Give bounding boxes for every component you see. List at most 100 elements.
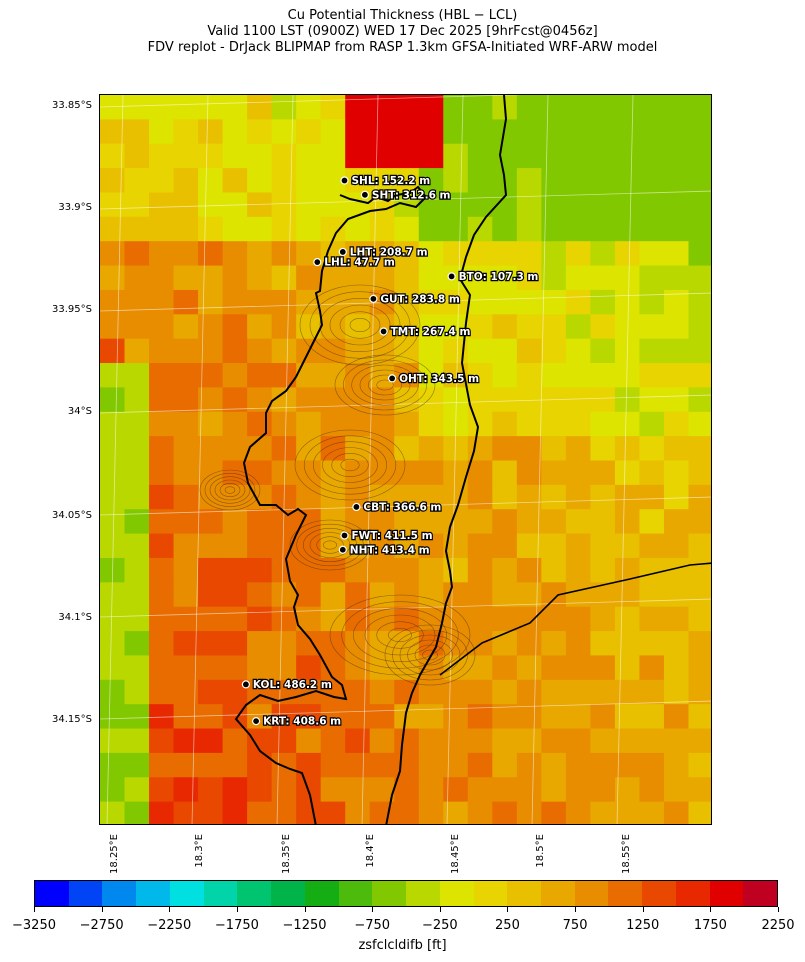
grid-cell xyxy=(394,143,420,169)
grid-cell xyxy=(173,436,199,461)
grid-cell xyxy=(296,752,322,778)
grid-cell xyxy=(149,557,175,583)
station-sht[interactable]: SHT: 312.6 m xyxy=(360,188,452,203)
grid-cell xyxy=(198,95,224,120)
grid-cell xyxy=(149,655,175,681)
grid-cell xyxy=(247,557,273,583)
grid-cell xyxy=(541,95,567,120)
grid-cell xyxy=(492,460,518,486)
contour-line xyxy=(341,601,459,669)
grid-cell xyxy=(222,314,248,340)
grid-cell xyxy=(100,95,126,120)
grid-cell xyxy=(492,436,518,461)
grid-cell xyxy=(467,95,493,120)
grid-cell xyxy=(222,728,248,754)
grid-cell xyxy=(614,411,640,437)
coastline-west xyxy=(234,185,428,824)
grid-cell xyxy=(663,582,689,608)
grid-cell xyxy=(516,484,542,510)
grid-cell xyxy=(639,168,665,193)
grid-cell xyxy=(222,606,248,632)
grid-cell xyxy=(345,363,371,388)
parallel-line xyxy=(100,394,711,414)
grid-cell xyxy=(222,752,248,778)
grid-cell xyxy=(688,168,711,193)
grid-cell xyxy=(516,314,542,340)
grid-cell xyxy=(369,728,395,754)
grid-cell xyxy=(394,728,420,754)
grid-cell xyxy=(541,241,567,267)
station-fwt[interactable]: FWT: 411.5 m xyxy=(340,529,434,543)
contour-line xyxy=(334,354,436,416)
grid-cell xyxy=(198,314,224,340)
grid-cell xyxy=(100,436,126,461)
grid-cell xyxy=(124,143,150,169)
grid-cell xyxy=(663,387,689,413)
grid-cell xyxy=(590,484,616,510)
station-cbt[interactable]: CBT: 366.6 m xyxy=(352,500,443,515)
grid-cell xyxy=(222,241,248,267)
contour-line xyxy=(343,359,428,411)
grid-cell xyxy=(247,777,273,803)
grid-cell xyxy=(516,582,542,608)
station-nht[interactable]: NHT: 413.4 m xyxy=(338,543,431,557)
grid-cell xyxy=(320,509,346,535)
grid-cell xyxy=(394,606,420,632)
grid-cell xyxy=(149,411,175,437)
grid-cell xyxy=(663,679,689,705)
grid-cell xyxy=(173,119,199,145)
grid-cell xyxy=(492,484,518,510)
station-oht[interactable]: OHT: 343.5 m xyxy=(388,372,480,386)
grid-cell xyxy=(516,95,542,120)
grid-cell xyxy=(614,606,640,632)
station-lhl[interactable]: LHL: 47.7 m xyxy=(313,255,396,270)
station-label: CBT: 366.6 m xyxy=(363,501,441,513)
grid-cell xyxy=(222,363,248,388)
grid-cell xyxy=(663,460,689,486)
grid-cell xyxy=(124,436,150,461)
grid-cell xyxy=(149,728,175,754)
grid-cell xyxy=(345,801,371,824)
grid-cell xyxy=(516,704,542,730)
grid-cell xyxy=(271,265,297,291)
station-lht[interactable]: LHT: 208.7 m xyxy=(338,245,429,260)
grid-cell xyxy=(394,363,420,388)
station-bto[interactable]: BTO: 107.3 m xyxy=(447,270,540,284)
grid-cell xyxy=(688,192,711,218)
grid-cell xyxy=(467,777,493,803)
grid-cell xyxy=(198,509,224,535)
grid-cell xyxy=(222,484,248,510)
colorbar-swatch xyxy=(709,881,744,906)
grid-cell xyxy=(516,801,542,824)
grid-cell xyxy=(639,363,665,388)
station-kol[interactable]: KOL: 486.2 m xyxy=(241,678,333,692)
grid-cell xyxy=(198,241,224,267)
grid-cell xyxy=(320,314,346,340)
grid-cell xyxy=(198,411,224,437)
station-tmt[interactable]: TMT: 267.4 m xyxy=(379,325,472,339)
grid-cell xyxy=(639,241,665,267)
grid-cell xyxy=(296,95,322,120)
grid-cell xyxy=(100,216,126,242)
grid-cell xyxy=(590,95,616,120)
station-shl[interactable]: SHL: 152.2 m xyxy=(340,174,431,188)
station-krt[interactable]: KRT: 408.6 m xyxy=(252,714,342,729)
grid-cell xyxy=(173,655,199,681)
grid-cell xyxy=(467,119,493,145)
station-gut[interactable]: GUT: 283.8 m xyxy=(369,292,461,307)
grid-cell xyxy=(320,119,346,145)
grid-cell xyxy=(173,241,199,267)
grid-cell xyxy=(565,655,591,681)
map-panel[interactable]: SHL: 152.2 m SHT: 312.6 m LHT: 208.7 m LHL:… xyxy=(99,94,712,825)
grid-cell xyxy=(369,143,395,169)
grid-cell xyxy=(247,411,273,437)
grid-cell xyxy=(394,265,420,291)
grid-cell xyxy=(565,241,591,267)
grid-cell xyxy=(222,509,248,535)
grid-cell xyxy=(222,801,248,824)
grid-cell xyxy=(296,704,322,730)
grid-cell xyxy=(271,192,297,218)
grid-cell xyxy=(663,411,689,437)
grid-cell xyxy=(639,387,665,413)
grid-cell xyxy=(492,752,518,778)
